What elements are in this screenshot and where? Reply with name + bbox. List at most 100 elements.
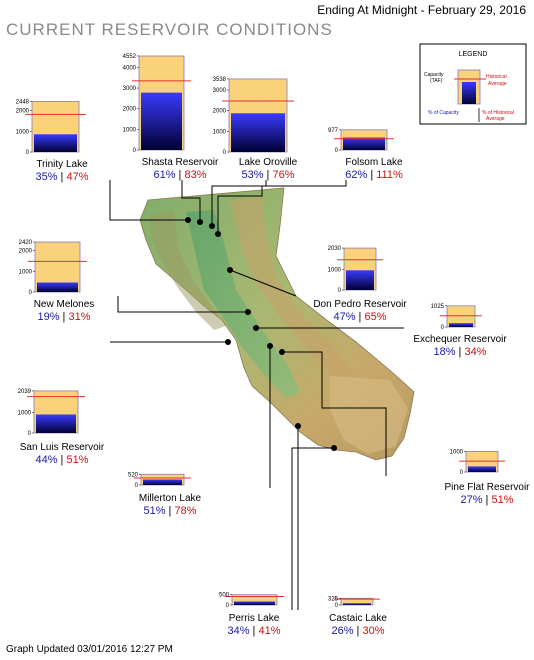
storage-bar-lake-oroville — [231, 113, 285, 152]
dot-exchequer-reservoir — [253, 325, 259, 331]
tick-shasta-reservoir-4000: 4000 — [123, 65, 137, 71]
tick-lake-oroville-1000: 1000 — [213, 129, 227, 135]
pct-separator-don-pedro-reservoir: | — [356, 311, 365, 323]
connector-lines — [109, 180, 404, 610]
pct-historical-trinity-lake: 47% — [66, 171, 88, 183]
tick-trinity-lake-0: 0 — [26, 150, 30, 156]
dot-pine-flat-reservoir — [279, 349, 285, 355]
pct-separator-new-melones: | — [60, 311, 69, 323]
legend-capacity-label-1: Capacity — [424, 72, 444, 78]
storage-bar-pine-flat-reservoir — [468, 466, 496, 472]
sierra-nevada — [230, 196, 352, 382]
tick-exchequer-reservoir-1025: 1025 — [431, 304, 445, 310]
pct-separator-millerton-lake: | — [166, 505, 175, 517]
storage-bar-millerton-lake — [143, 479, 182, 485]
legend-capacity-label-2: (TAF) — [430, 78, 443, 84]
connector-pine-flat-reservoir — [282, 351, 387, 476]
tick-castaic-lake-0: 0 — [335, 603, 339, 609]
pct-capacity-lake-oroville: 53% — [241, 169, 263, 181]
connector-shasta-reservoir — [181, 180, 201, 222]
connector-folsom-lake — [217, 180, 347, 234]
label-don-pedro-reservoir: Don Pedro Reservoir — [313, 299, 407, 310]
pct-historical-perris-lake: 41% — [258, 625, 280, 637]
legend-storage-bar — [462, 82, 476, 104]
dot-perris-lake — [295, 423, 301, 429]
pct-line-exchequer-reservoir: 18% | 34% — [433, 346, 486, 358]
legend-historical-label-1: Historical — [486, 74, 507, 80]
california-map — [139, 187, 415, 461]
label-millerton-lake: Millerton Lake — [139, 493, 202, 504]
storage-bar-don-pedro-reservoir — [346, 270, 374, 290]
dot-san-luis-reservoir — [225, 339, 231, 345]
label-pine-flat-reservoir: Pine Flat Reservoir — [444, 482, 530, 493]
pct-historical-millerton-lake: 78% — [174, 505, 196, 517]
dot-shasta-reservoir — [197, 219, 203, 225]
label-lake-oroville: Lake Oroville — [239, 157, 298, 168]
connector-lake-oroville — [211, 180, 267, 226]
tick-perris-lake-500: 500 — [219, 593, 230, 599]
tick-don-pedro-reservoir-0: 0 — [338, 288, 342, 294]
pct-line-shasta-reservoir: 61% | 83% — [153, 169, 206, 181]
pct-separator-pine-flat-reservoir: | — [483, 494, 492, 506]
tick-san-luis-reservoir-0: 0 — [28, 431, 32, 437]
dot-folsom-lake — [215, 231, 221, 237]
pct-capacity-don-pedro-reservoir: 47% — [333, 311, 355, 323]
pct-separator-perris-lake: | — [250, 625, 259, 637]
label-castaic-lake: Castaic Lake — [329, 613, 387, 624]
label-san-luis-reservoir: San Luis Reservoir — [20, 442, 105, 453]
tick-millerton-lake-0: 0 — [135, 483, 139, 489]
pct-historical-don-pedro-reservoir: 65% — [364, 311, 386, 323]
storage-bar-shasta-reservoir — [141, 92, 182, 150]
pct-line-new-melones: 19% | 31% — [37, 311, 90, 323]
desert-region — [330, 376, 408, 454]
dot-lake-oroville — [209, 223, 215, 229]
tick-shasta-reservoir-4552: 4552 — [123, 54, 137, 60]
pct-capacity-castaic-lake: 26% — [331, 625, 353, 637]
pct-line-perris-lake: 34% | 41% — [227, 625, 280, 637]
legend-pct-capacity: % of Capacity — [428, 110, 459, 116]
label-new-melones: New Melones — [34, 299, 95, 310]
legend-pct-historical-2: Average — [486, 116, 505, 122]
dot-trinity-lake — [185, 217, 191, 223]
label-shasta-reservoir: Shasta Reservoir — [142, 157, 219, 168]
label-perris-lake: Perris Lake — [229, 613, 280, 624]
tick-new-melones-0: 0 — [29, 290, 33, 296]
storage-bar-castaic-lake — [343, 603, 371, 605]
page-title: CURRENT RESERVOIR CONDITIONS — [6, 20, 333, 39]
tick-san-luis-reservoir-1000: 1000 — [18, 410, 32, 416]
tick-don-pedro-reservoir-2030: 2030 — [328, 246, 342, 252]
pct-capacity-millerton-lake: 51% — [143, 505, 165, 517]
footer-updated: Graph Updated 03/01/2016 12:27 PM — [6, 644, 173, 655]
tick-folsom-lake-0: 0 — [335, 148, 339, 154]
tick-lake-oroville-3538: 3538 — [213, 77, 227, 83]
tick-new-melones-1000: 1000 — [19, 269, 33, 275]
tick-trinity-lake-2448: 2448 — [16, 99, 30, 105]
label-folsom-lake: Folsom Lake — [345, 157, 403, 168]
tick-perris-lake-0: 0 — [226, 603, 230, 609]
legend: LEGEND Capacity (TAF) Historical Average… — [419, 43, 527, 125]
tick-pine-flat-reservoir-1000: 1000 — [450, 449, 464, 455]
storage-bar-trinity-lake — [34, 134, 77, 152]
pct-capacity-folsom-lake: 62% — [345, 169, 367, 181]
tick-shasta-reservoir-0: 0 — [133, 148, 137, 154]
pct-separator-san-luis-reservoir: | — [58, 454, 67, 466]
reservoir-dots — [185, 217, 337, 451]
pct-separator-shasta-reservoir: | — [176, 169, 185, 181]
tick-folsom-lake-977: 977 — [328, 128, 339, 134]
pct-capacity-perris-lake: 34% — [227, 625, 249, 637]
tick-don-pedro-reservoir-1000: 1000 — [328, 267, 342, 273]
tick-trinity-lake-2000: 2000 — [16, 109, 30, 115]
tick-new-melones-2000: 2000 — [19, 249, 33, 255]
connector-new-melones — [117, 296, 248, 313]
connector-castaic-lake — [291, 447, 334, 610]
pct-capacity-exchequer-reservoir: 18% — [433, 346, 455, 358]
